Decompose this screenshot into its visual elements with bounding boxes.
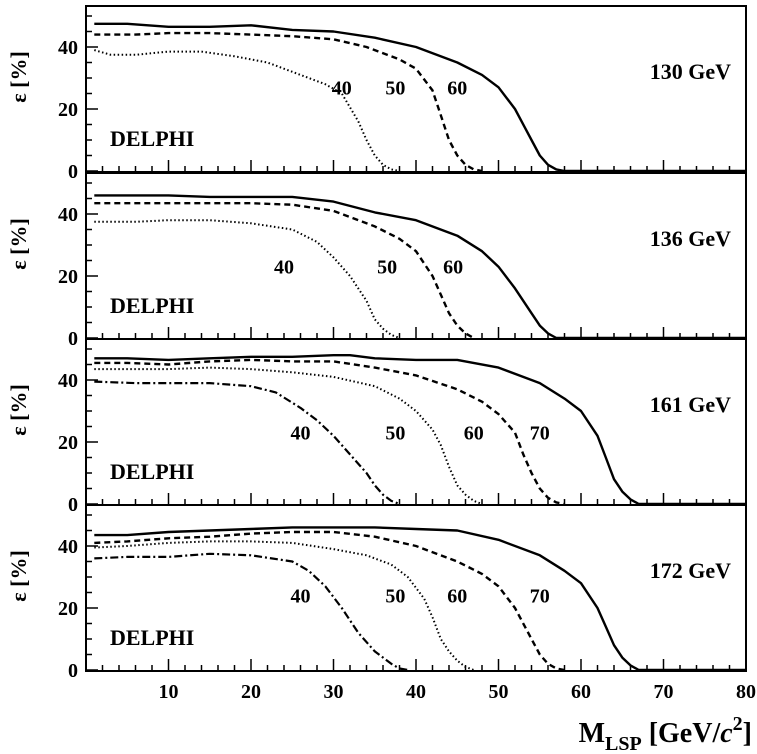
x-axis-label-main: M: [579, 718, 605, 749]
series-label-40: 40: [291, 586, 311, 608]
y-tick-label: 40: [58, 37, 78, 59]
panel-2: 0 20 40 ε [%] 40 50 60 70 161 GeV DELPHI: [6, 338, 747, 516]
energy-label: 172 GeV: [650, 558, 731, 583]
x-tick-label: 70: [654, 681, 674, 703]
y-axis-symbol: ε: [6, 255, 31, 270]
y-tick-label: 20: [58, 99, 78, 121]
series-line-40: [94, 49, 400, 172]
series-line-60: [94, 194, 746, 340]
series-line-40: [94, 380, 400, 506]
y-tick-label: 40: [58, 370, 78, 392]
y-axis-label: ε [%]: [6, 218, 31, 270]
energy-label: 130 GeV: [650, 59, 731, 84]
y-axis-label: ε [%]: [6, 384, 31, 436]
experiment-label: DELPHI: [110, 126, 194, 151]
x-tick-label: 60: [571, 681, 591, 703]
series-label-60: 60: [464, 423, 484, 445]
x-tick-label: 20: [241, 681, 261, 703]
series-line-50: [94, 202, 475, 340]
series-label-50: 50: [385, 77, 405, 99]
experiment-label: DELPHI: [110, 625, 194, 650]
y-tick-label: 0: [68, 494, 78, 516]
panel-1: 0 20 40 ε [%] 40 50 60 136 GeV DELPHI: [6, 172, 747, 350]
y-axis-label: ε [%]: [6, 51, 31, 103]
y-axis-unit: [%]: [6, 218, 31, 255]
series-label-70: 70: [530, 423, 550, 445]
series-label-60: 60: [443, 257, 463, 279]
y-axis-unit: [%]: [6, 51, 31, 88]
series-line-50: [94, 366, 483, 505]
panels: 0 20 40 ε [%] 40 50 60 130 GeV DELPHI 0 20 40 ε [%] 4…: [6, 5, 747, 682]
y-tick-label: 0: [68, 660, 78, 682]
series-label-70: 70: [530, 586, 550, 608]
y-axis-symbol: ε: [6, 421, 31, 436]
experiment-label: DELPHI: [110, 293, 194, 318]
panel-0: 0 20 40 ε [%] 40 50 60 130 GeV DELPHI: [6, 5, 747, 183]
y-axis-unit: [%]: [6, 550, 31, 587]
series-line-40: [94, 552, 408, 672]
x-tick-label: 40: [406, 681, 426, 703]
y-tick-label: 40: [58, 204, 78, 226]
y-tick-label: 0: [68, 161, 78, 183]
energy-label: 136 GeV: [650, 226, 731, 251]
x-axis-ticks: 10 20 30 40 50 60 70 80: [159, 681, 757, 703]
x-tick-label: 50: [489, 681, 509, 703]
y-axis-unit: [%]: [6, 384, 31, 421]
x-axis-label-c: c: [720, 718, 733, 749]
x-axis-label-sub: LSP: [605, 733, 642, 754]
series-label-50: 50: [385, 586, 405, 608]
x-axis-label-rest: [GeV/: [642, 718, 722, 749]
y-tick-label: 20: [58, 432, 78, 454]
y-tick-label: 20: [58, 598, 78, 620]
experiment-label: DELPHI: [110, 459, 194, 484]
y-tick-label: 20: [58, 266, 78, 288]
x-tick-label: 30: [324, 681, 344, 703]
series-label-50: 50: [377, 257, 397, 279]
series-line-50: [94, 31, 483, 173]
y-axis-label: ε [%]: [6, 550, 31, 602]
x-axis-label-sup: 2: [733, 713, 743, 735]
series-line-60: [94, 358, 565, 506]
series-line-60: [94, 22, 746, 173]
x-axis-label: MLSP [GeV/c2]: [579, 713, 752, 754]
y-axis-symbol: ε: [6, 587, 31, 602]
series-line-60: [94, 530, 565, 672]
x-tick-label: 80: [736, 681, 756, 703]
series-line-70: [94, 354, 746, 506]
y-axis-symbol: ε: [6, 88, 31, 103]
series-line-70: [94, 526, 746, 672]
x-axis-label-end: ]: [743, 718, 752, 749]
series-label-60: 60: [447, 77, 467, 99]
series-line-50: [94, 540, 475, 671]
series-label-40: 40: [291, 423, 311, 445]
series-label-60: 60: [447, 586, 467, 608]
series-label-40: 40: [332, 77, 352, 99]
energy-label: 161 GeV: [650, 392, 731, 417]
series-label-50: 50: [385, 423, 405, 445]
x-tick-label: 10: [159, 681, 179, 703]
series-line-40: [94, 219, 400, 339]
y-tick-label: 40: [58, 536, 78, 558]
panel-3: 0 20 40 ε [%] 40 50 60 70 172 GeV DELPHI: [6, 504, 747, 682]
y-tick-label: 0: [68, 328, 78, 350]
series-label-40: 40: [274, 257, 294, 279]
